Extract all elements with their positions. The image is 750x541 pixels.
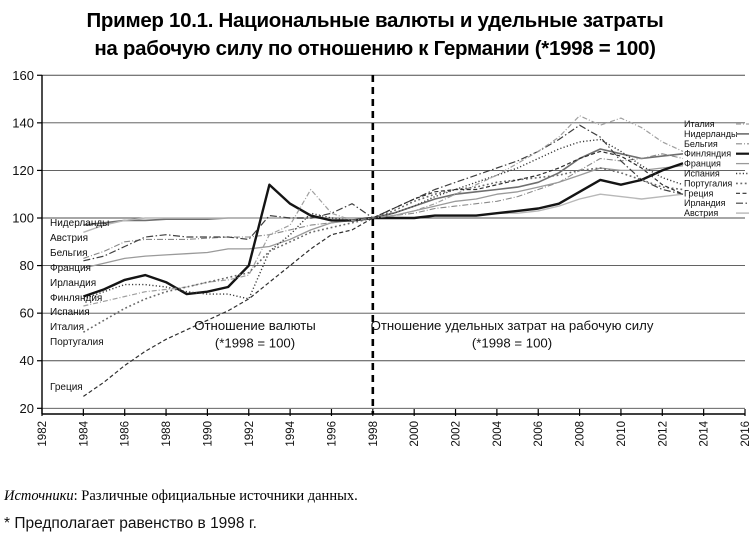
x-tick-label-2012: 2012	[657, 421, 669, 447]
x-tick-label-2016: 2016	[740, 421, 750, 447]
left-label-Ирландия: Ирландия	[50, 278, 96, 289]
x-tick-label-1984: 1984	[78, 420, 90, 446]
x-tick-label-2010: 2010	[616, 421, 628, 447]
left-label-Италия: Италия	[50, 322, 84, 333]
legend-label-Ирландия: Ирландия	[684, 198, 726, 208]
footnote: * Предполагает равенство в 1998 г.	[4, 515, 257, 532]
panel-caption-0-line-0: Отношение валюты	[194, 318, 315, 333]
legend-label-Франция: Франция	[684, 159, 721, 169]
y-tick-label-120: 120	[12, 163, 34, 178]
legend-label-Финляндия: Финляндия	[684, 149, 731, 159]
x-tick-label-2014: 2014	[699, 420, 711, 446]
x-tick-label-1982: 1982	[37, 421, 49, 447]
x-tick-label-1990: 1990	[202, 421, 214, 447]
x-tick-label-1986: 1986	[120, 421, 132, 447]
source-note: Источники: Различные официальные источни…	[4, 488, 750, 505]
series-line-Португалия	[82, 167, 684, 333]
x-tick-label-1988: 1988	[161, 421, 173, 447]
series-line-Бельгия	[83, 153, 684, 259]
left-label-Португалия: Португалия	[50, 337, 104, 348]
panel-caption-1-line-1: (*1998 = 100)	[472, 336, 552, 351]
source-label: Источники	[4, 488, 74, 504]
x-tick-label-1992: 1992	[244, 421, 256, 447]
x-tick-label-1998: 1998	[368, 421, 380, 447]
legend-label-Италия: Италия	[684, 119, 715, 129]
left-label-Австрия: Австрия	[50, 233, 88, 244]
x-tick-label-2004: 2004	[492, 420, 504, 446]
y-tick-label-40: 40	[20, 353, 34, 368]
left-label-Испания: Испания	[50, 307, 90, 318]
y-tick-label-60: 60	[20, 306, 34, 321]
figure-title-line1: Пример 10.1. Национальные валюты и удель…	[86, 9, 664, 32]
legend-label-Бельгия: Бельгия	[684, 139, 718, 149]
left-label-Нидерланды: Нидерланды	[50, 218, 109, 229]
x-tick-label-1994: 1994	[285, 420, 297, 446]
y-tick-label-140: 140	[12, 115, 34, 130]
x-tick-label-1996: 1996	[326, 421, 338, 447]
left-label-Греция: Греция	[50, 382, 83, 393]
panel-caption-1-line-0: Отношение удельных затрат на рабочую сил…	[371, 318, 654, 333]
legend-label-Греция: Греция	[684, 188, 714, 198]
panel-caption-0-line-1: (*1998 = 100)	[215, 336, 295, 351]
x-tick-label-2008: 2008	[575, 421, 587, 447]
legend-label-Испания: Испания	[684, 169, 720, 179]
legend-label-Нидерланды: Нидерланды	[684, 129, 737, 139]
left-label-Франция: Франция	[50, 263, 91, 274]
y-tick-label-80: 80	[20, 258, 34, 273]
left-label-Финляндия: Финляндия	[50, 293, 102, 304]
series-line-Италия	[83, 115, 684, 307]
series-line-Испания	[83, 138, 684, 300]
series-line-Финляндия	[83, 162, 684, 298]
legend-label-Австрия: Австрия	[684, 208, 718, 218]
y-tick-label-100: 100	[12, 211, 34, 226]
series-line-Греция	[83, 150, 684, 397]
left-label-Бельгия: Бельгия	[50, 248, 88, 259]
y-tick-label-160: 160	[12, 68, 34, 83]
legend-label-Португалия: Португалия	[684, 178, 732, 188]
series-line-Ирландия	[83, 124, 684, 262]
y-tick-label-20: 20	[20, 401, 34, 416]
x-tick-label-2002: 2002	[451, 421, 463, 447]
figure-title-line2: на рабочую силу по отношению к Германии …	[94, 37, 656, 60]
x-tick-label-2006: 2006	[533, 421, 545, 447]
figure-title: Пример 10.1. Национальные валюты и удель…	[0, 0, 750, 63]
source-text: : Различные официальные источники данных…	[73, 488, 358, 504]
chart-canvas: 20 40 60 80 100 120 140 160 1982 1984 1986 1988 1990…	[12, 68, 750, 447]
x-tick-label-2000: 2000	[409, 421, 421, 447]
